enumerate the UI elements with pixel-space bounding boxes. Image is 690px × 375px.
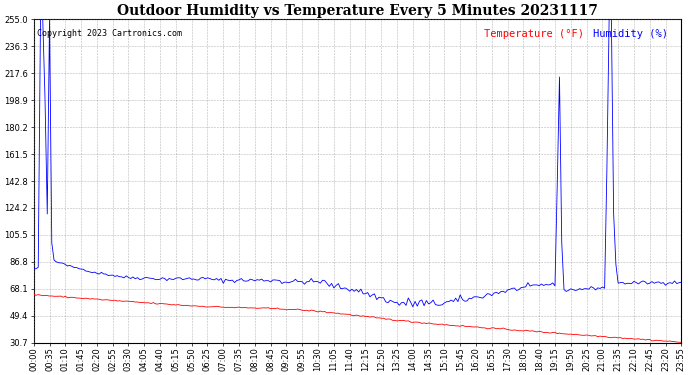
Text: Copyright 2023 Cartronics.com: Copyright 2023 Cartronics.com [37,29,182,38]
Text: Temperature (°F): Temperature (°F) [484,29,584,39]
Text: Humidity (%): Humidity (%) [593,29,669,39]
Title: Outdoor Humidity vs Temperature Every 5 Minutes 20231117: Outdoor Humidity vs Temperature Every 5 … [117,4,598,18]
